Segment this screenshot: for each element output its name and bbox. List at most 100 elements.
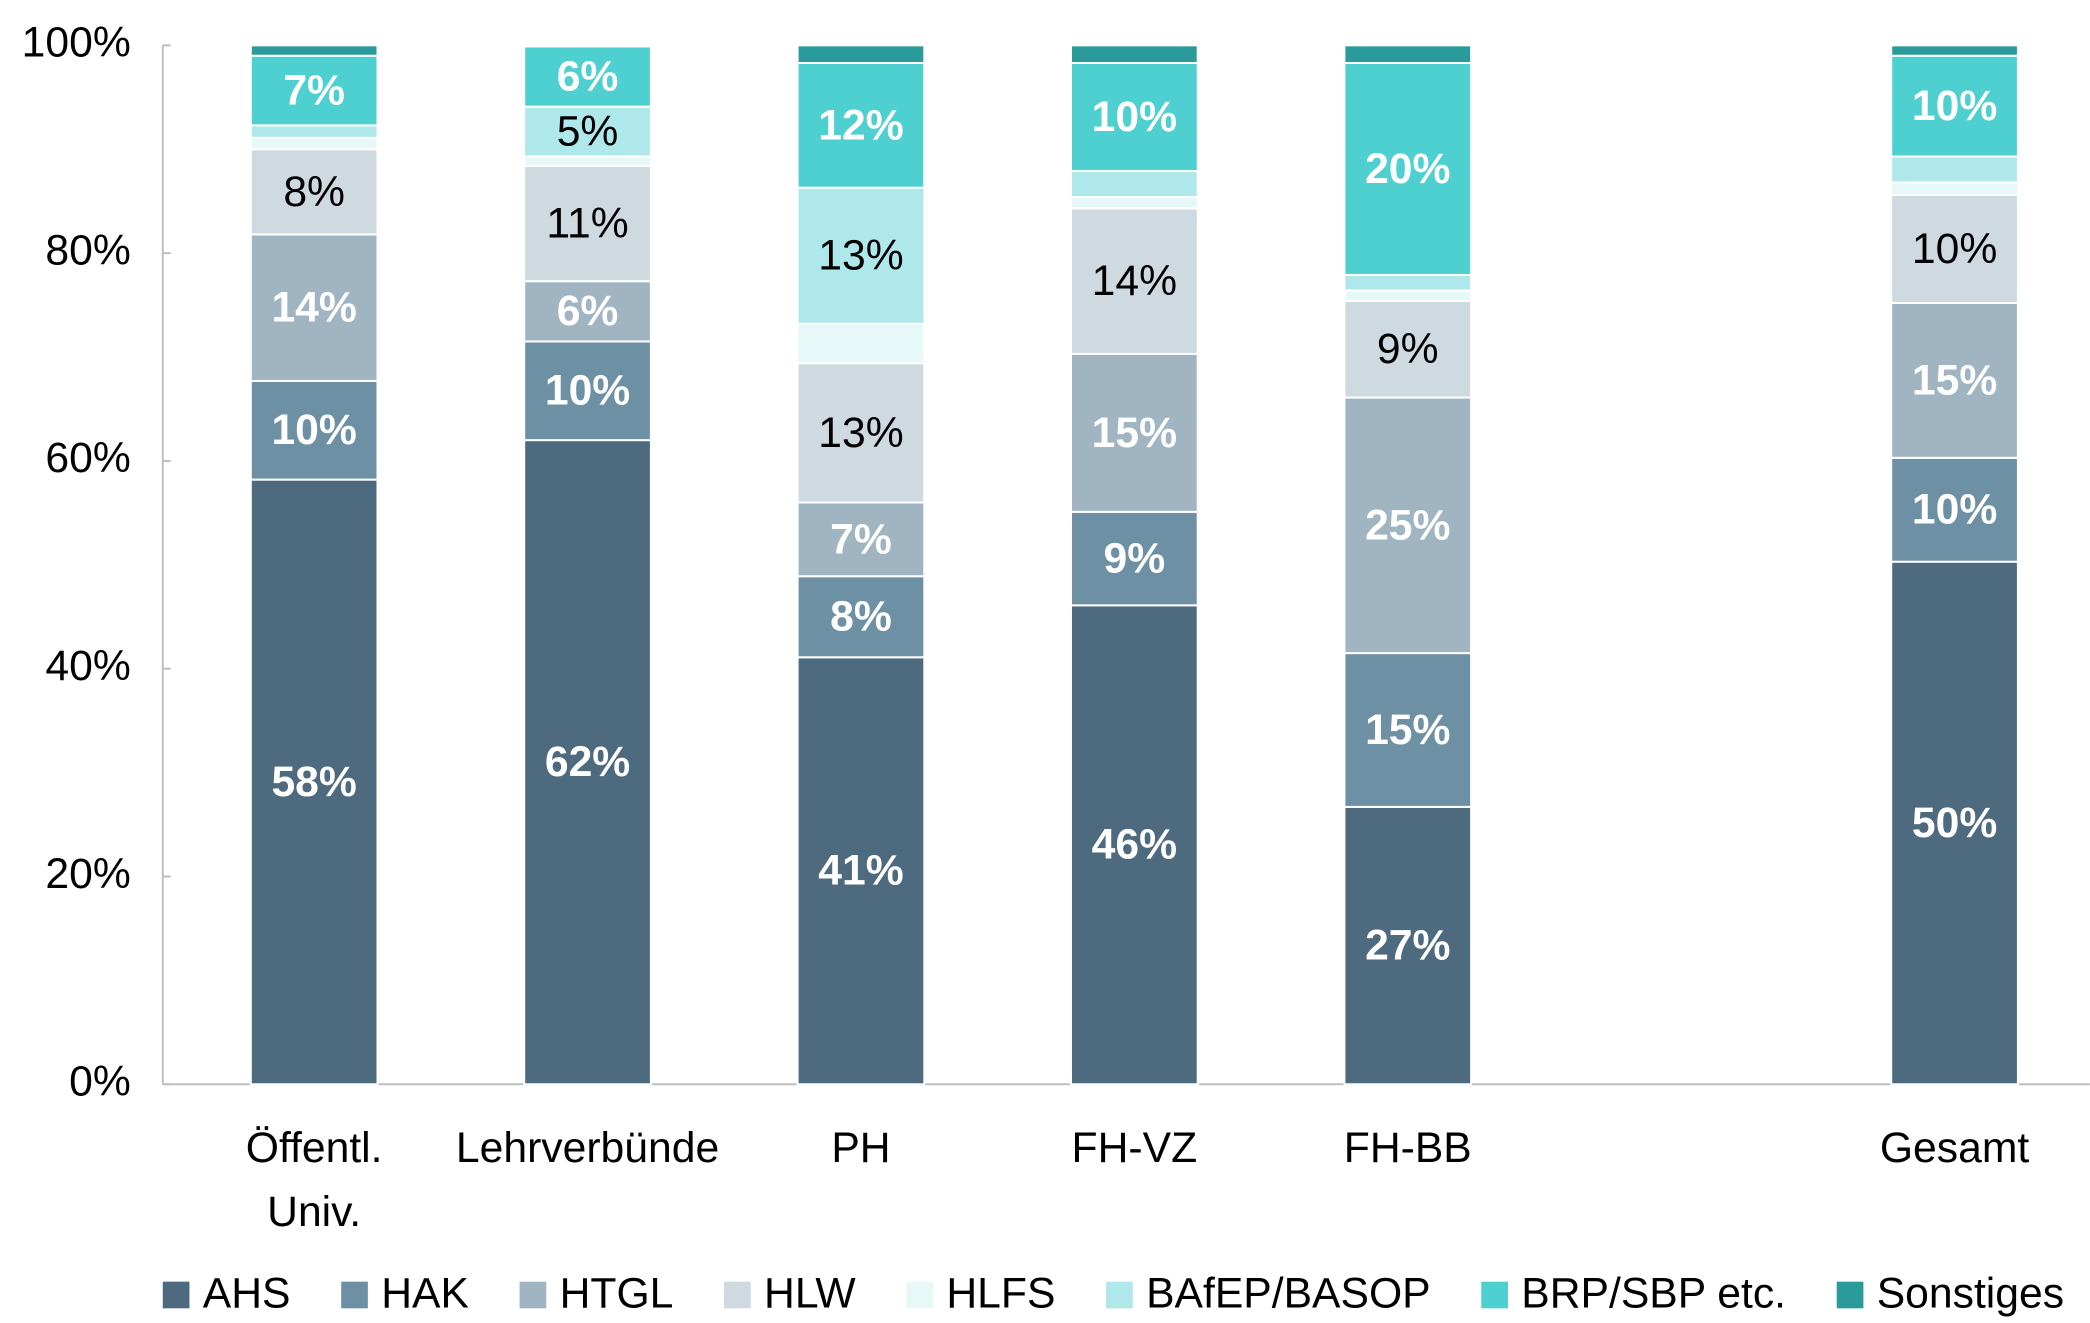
legend-label: HLW (764, 1270, 856, 1318)
data-label: 13% (818, 409, 903, 457)
data-label: 46% (1092, 821, 1177, 869)
x-tick-label: PH (831, 1124, 890, 1172)
legend-swatch (1106, 1281, 1133, 1309)
data-label: 8% (283, 168, 345, 216)
bar-segment (796, 575, 926, 659)
bar-segment (796, 44, 926, 65)
bar-segment (249, 54, 379, 127)
x-tick-label: Gesamt (1880, 1124, 2029, 1172)
data-label: 14% (1092, 257, 1177, 305)
data-label: 9% (1104, 535, 1166, 583)
data-label: 8% (830, 593, 892, 641)
y-tick-label: 100% (22, 19, 131, 67)
y-tick-label: 0% (69, 1058, 131, 1106)
bar-segment (1343, 44, 1473, 65)
x-tick-label-line: Öffentl. (246, 1124, 383, 1172)
bar-segment (1070, 510, 1199, 607)
legend-label: BAfEP/BASOP (1146, 1270, 1431, 1318)
data-label: 10% (1092, 93, 1177, 141)
data-label: 10% (1912, 225, 1997, 273)
bar-segment (1070, 170, 1199, 199)
bar-segment (249, 136, 379, 151)
data-label: 15% (1912, 356, 1997, 404)
bar-segment (1890, 301, 2019, 459)
data-label: 20% (1365, 145, 1450, 193)
data-label: 25% (1365, 501, 1450, 549)
bar-segment (1343, 652, 1473, 808)
x-tick-label-line: Univ. (267, 1188, 361, 1236)
bar-segment (1070, 604, 1199, 1086)
legend-label: HLFS (946, 1270, 1055, 1318)
legend-label: AHS (203, 1270, 291, 1318)
legend-swatch (906, 1281, 934, 1309)
data-label: 9% (1377, 325, 1439, 373)
bar-segment (523, 105, 652, 158)
y-tick-label: 60% (45, 434, 130, 482)
data-label: 10% (1912, 82, 1997, 130)
bar-segment (1343, 805, 1473, 1086)
bar-segment (249, 124, 379, 139)
bar-segment (523, 155, 652, 167)
bar-segment (796, 322, 926, 365)
bar-segment (1890, 560, 2019, 1086)
data-label: 6% (557, 52, 619, 100)
bar-segment (1890, 181, 2019, 196)
bar-segment (523, 280, 652, 343)
legend-swatch (519, 1281, 547, 1309)
data-label: 41% (818, 847, 903, 895)
bar-segment (1070, 352, 1199, 513)
y-tick-label: 40% (45, 642, 130, 690)
bar-segment (796, 62, 926, 189)
bar-segment (1890, 44, 2019, 57)
bar-segment (1343, 62, 1473, 276)
data-label: 15% (1365, 706, 1450, 754)
bar-segment (523, 439, 652, 1086)
data-label: 12% (818, 101, 903, 149)
x-tick-label: FH-VZ (1072, 1124, 1198, 1172)
bar-segment (523, 45, 652, 108)
legend-label: BRP/SBP etc. (1521, 1270, 1786, 1318)
bar-segment (1070, 196, 1199, 210)
bar-segment (249, 44, 379, 57)
data-label: 11% (546, 199, 628, 247)
y-tick-label: 80% (45, 226, 130, 274)
data-label: 14% (271, 284, 356, 332)
bar-segment (1343, 396, 1473, 655)
legend-swatch (1481, 1281, 1508, 1309)
bar-segment (249, 478, 379, 1086)
bar-segment (796, 656, 926, 1086)
bar-segment (1070, 207, 1199, 355)
data-label: 5% (557, 108, 619, 156)
data-label: 27% (1365, 922, 1450, 970)
data-label: 58% (271, 758, 356, 806)
data-label: 7% (830, 515, 892, 563)
data-label: 62% (545, 738, 630, 786)
legend-label: HAK (381, 1270, 469, 1318)
bar-segment (523, 164, 652, 283)
legend-label: HTGL (560, 1270, 674, 1318)
data-label: 7% (283, 66, 345, 114)
bar-segment (1343, 273, 1473, 292)
x-tick-label: Öffentl. Univ. (246, 1124, 383, 1236)
legend-swatch (724, 1281, 751, 1309)
bar-segment (1343, 299, 1473, 399)
x-tick-label: FH-BB (1344, 1124, 1472, 1172)
bar-segment (249, 379, 379, 481)
bar-segment (1890, 456, 2019, 563)
bar-segment (1070, 44, 1199, 65)
legend-swatch (341, 1281, 368, 1309)
data-label: 10% (545, 367, 630, 415)
data-label: 50% (1912, 799, 1997, 847)
data-label: 6% (557, 287, 619, 335)
bar-segment (1890, 155, 2019, 184)
bar-segment (1343, 289, 1473, 302)
data-label: 13% (818, 232, 903, 280)
data-label: 10% (271, 406, 356, 454)
bar-segment (523, 44, 652, 48)
data-label: 10% (1912, 486, 1997, 534)
legend-swatch (1836, 1281, 1864, 1309)
x-tick-label: Lehrverbünde (456, 1124, 719, 1172)
bar-segment (249, 233, 379, 382)
